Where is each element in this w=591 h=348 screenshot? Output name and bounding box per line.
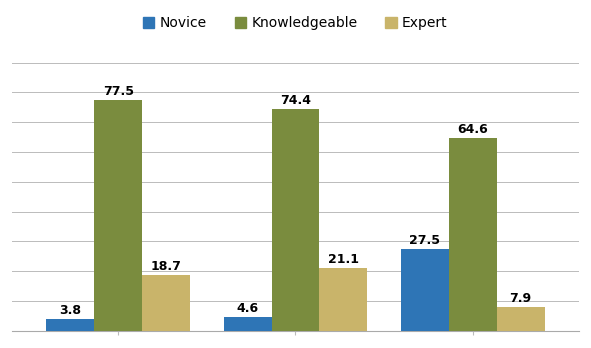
Bar (401, 249, 449, 331)
Bar (319, 268, 367, 331)
Bar (496, 307, 544, 331)
Text: 77.5: 77.5 (103, 85, 134, 98)
Text: 4.6: 4.6 (236, 302, 259, 315)
Bar (271, 109, 319, 331)
Bar (46, 319, 95, 331)
Bar (95, 100, 142, 331)
Text: 18.7: 18.7 (151, 260, 181, 273)
Text: 21.1: 21.1 (328, 253, 359, 266)
Bar (223, 317, 271, 331)
Text: 3.8: 3.8 (59, 304, 82, 317)
Legend: Novice, Knowledgeable, Expert: Novice, Knowledgeable, Expert (138, 11, 453, 36)
Bar (449, 138, 496, 331)
Text: 74.4: 74.4 (280, 94, 311, 107)
Text: 64.6: 64.6 (457, 124, 488, 136)
Bar (142, 275, 190, 331)
Text: 7.9: 7.9 (509, 292, 532, 305)
Text: 27.5: 27.5 (410, 234, 440, 247)
